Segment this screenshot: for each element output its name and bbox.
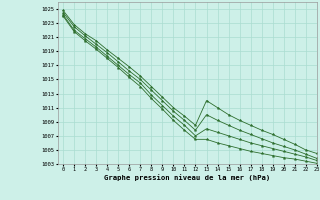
X-axis label: Graphe pression niveau de la mer (hPa): Graphe pression niveau de la mer (hPa) <box>104 174 270 181</box>
